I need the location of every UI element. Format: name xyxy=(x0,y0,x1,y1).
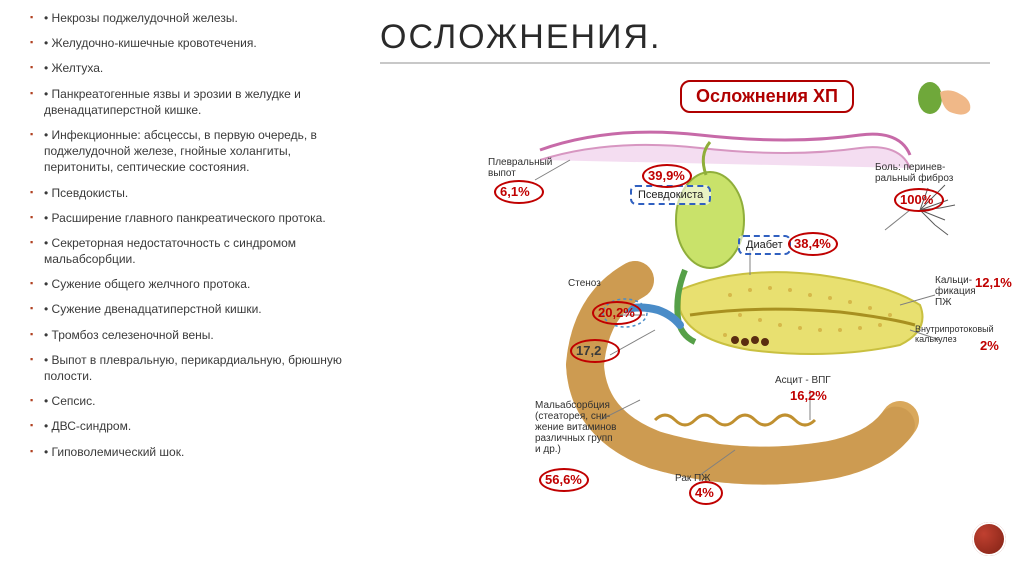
list-item: • Сепсис. xyxy=(30,393,360,409)
pct-pain: 100% xyxy=(900,192,933,207)
list-item: • Инфекционные: абсцессы, в первую очере… xyxy=(30,127,360,176)
label-stenosis: Стеноз xyxy=(568,278,601,289)
list-item: • Тромбоз селезеночной вены. xyxy=(30,327,360,343)
list-item: • Сужение общего желчного протока. xyxy=(30,276,360,292)
list-item: • Секреторная недостаточность с синдромо… xyxy=(30,235,360,267)
label-malabs: Мальабсорбция (стеаторея, сни- жение вит… xyxy=(535,400,616,455)
list-item: • Сужение двенадцатиперстной кишки. xyxy=(30,301,360,317)
pct-stenosis: 20,2% xyxy=(598,305,635,320)
list-item: • Расширение главного панкреатического п… xyxy=(30,210,360,226)
bullet-list: • Некрозы поджелудочной железы. • Желудо… xyxy=(30,10,360,469)
pseudocyst-box: Псевдокиста xyxy=(630,185,711,205)
slide-title: ОСЛОЖНЕНИЯ. xyxy=(380,18,662,57)
title-underline xyxy=(380,62,990,64)
pct-pleural: 6,1% xyxy=(500,184,530,199)
pct-ascites: 16,2% xyxy=(790,388,827,403)
list-item: • Желтуха. xyxy=(30,60,360,76)
label-pain: Боль: перинев- ральный фиброз xyxy=(875,162,953,184)
list-item: • Панкреатогенные язвы и эрозии в желудк… xyxy=(30,86,360,118)
list-item: • Желудочно-кишечные кровотечения. xyxy=(30,35,360,51)
pct-calcif: 12,1% xyxy=(975,275,1012,290)
pct-intra: 2% xyxy=(980,338,999,353)
pct-stenosis2: 17,2 xyxy=(576,343,601,358)
list-item: • Выпот в плевральную, перикардиальную, … xyxy=(30,352,360,384)
label-pleural: Плевральный выпот xyxy=(488,157,552,179)
list-item: • Некрозы поджелудочной железы. xyxy=(30,10,360,26)
label-ascites: Асцит - ВПГ xyxy=(775,375,831,386)
pct-cancer: 4% xyxy=(695,485,714,500)
list-item: • ДВС-синдром. xyxy=(30,418,360,434)
complications-diagram: Осложнения ХП xyxy=(480,80,1000,520)
list-item: • Псевдокисты. xyxy=(30,185,360,201)
label-calcif: Кальци- фикация ПЖ xyxy=(935,275,976,308)
pct-diabetes: 38,4% xyxy=(794,236,831,251)
diabetes-box: Диабет xyxy=(738,235,791,255)
pct-pseudocyst: 39,9% xyxy=(648,168,685,183)
pct-malabs: 56,6% xyxy=(545,472,582,487)
list-item: • Гиповолемический шок. xyxy=(30,444,360,460)
slide-number-badge xyxy=(972,522,1006,556)
